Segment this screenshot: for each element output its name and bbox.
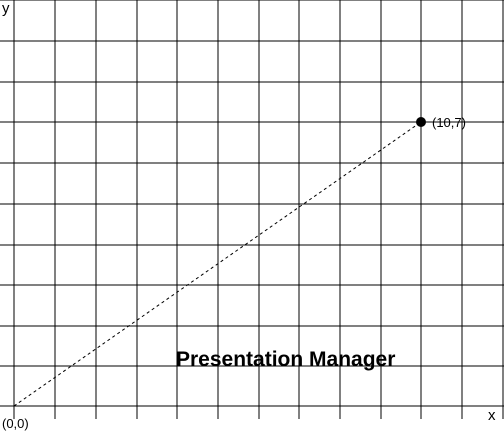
origin-point-label: (0,0) <box>2 416 29 431</box>
target-point-label: (10,7) <box>432 115 466 130</box>
x-axis-label: x <box>488 407 496 424</box>
presentation-manager-banner: Presentation Manager <box>176 348 395 371</box>
target-point-marker <box>416 117 426 127</box>
y-axis-label: y <box>2 0 10 17</box>
